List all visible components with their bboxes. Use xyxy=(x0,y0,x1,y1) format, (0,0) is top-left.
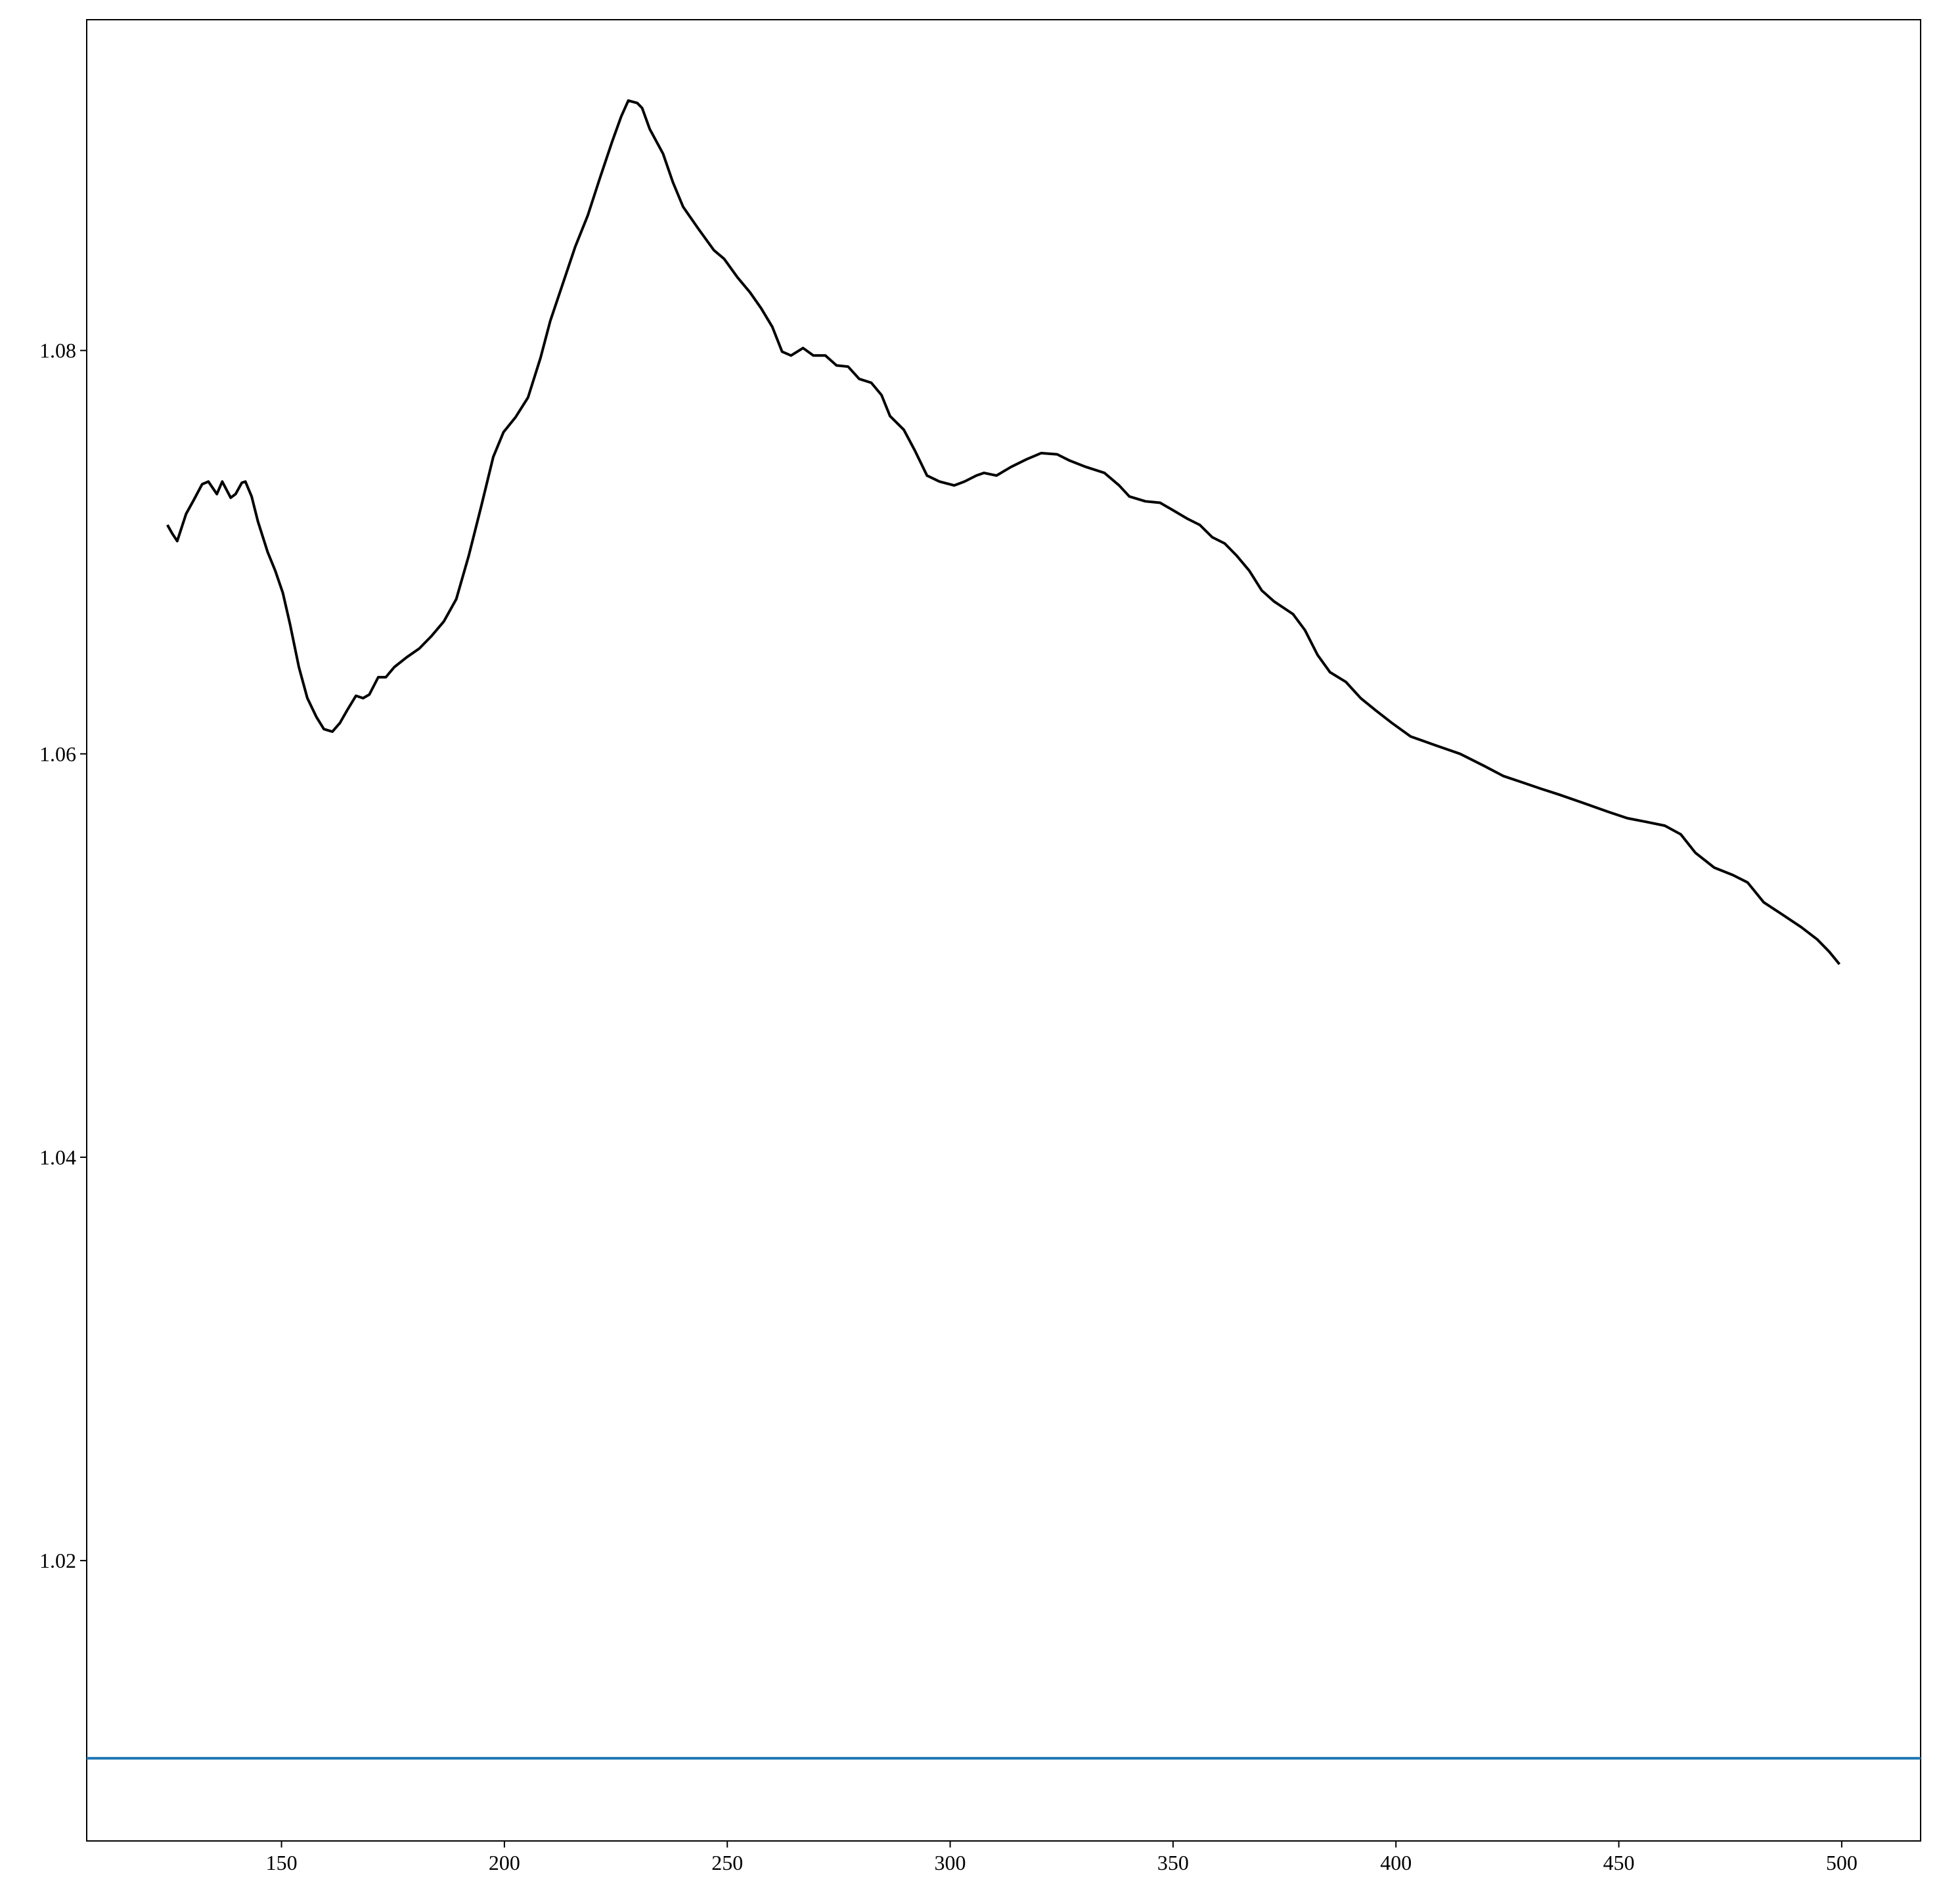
axes-frame xyxy=(86,19,1921,1842)
y-tick-label: 1.04 xyxy=(39,1145,76,1169)
x-tick-label: 500 xyxy=(1826,1851,1858,1874)
x-tick-label: 300 xyxy=(935,1851,966,1874)
x-tick-label: 250 xyxy=(711,1851,743,1874)
y-tick-label: 1.08 xyxy=(39,339,76,363)
x-tick-label: 150 xyxy=(266,1851,298,1874)
x-tick-label: 400 xyxy=(1380,1851,1412,1874)
x-tick-label: 450 xyxy=(1603,1851,1635,1874)
y-tick-label: 1.02 xyxy=(39,1549,76,1572)
x-tick-label: 350 xyxy=(1157,1851,1189,1874)
x-tick-label: 200 xyxy=(489,1851,520,1874)
data-line xyxy=(166,99,1841,965)
y-tick-label: 1.06 xyxy=(39,742,76,766)
